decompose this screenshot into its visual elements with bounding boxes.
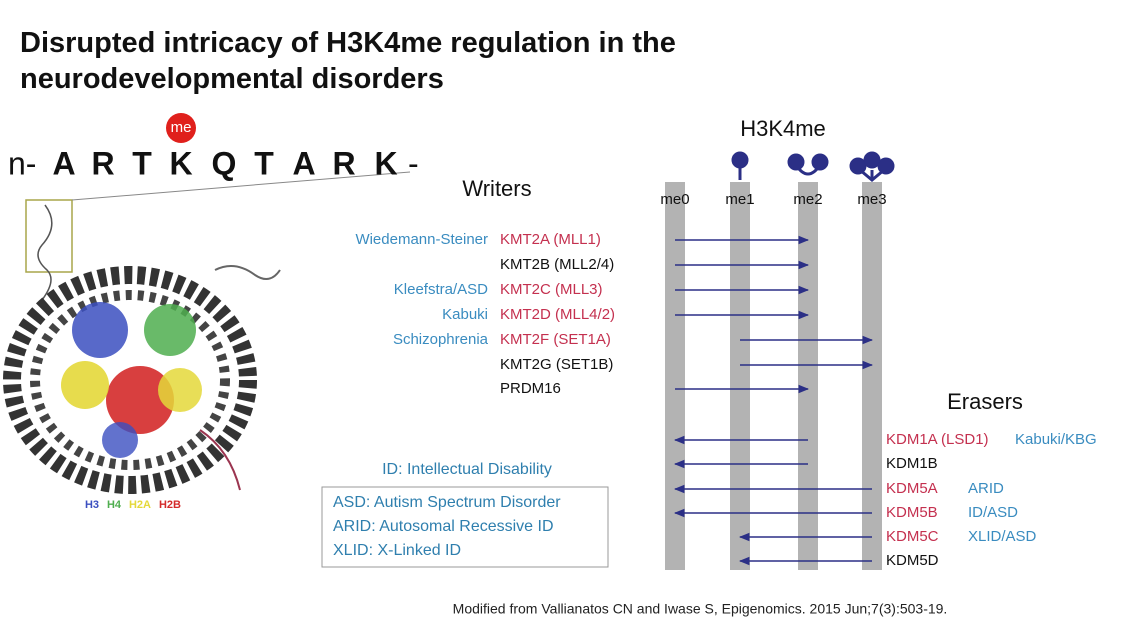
sequence-suffix: - <box>408 145 419 181</box>
erasers-heading: Erasers <box>947 389 1023 414</box>
writer-gene: KMT2F (SET1A) <box>500 331 611 348</box>
abbreviation: XLID: X-Linked ID <box>333 542 461 559</box>
abbreviation: ASD: Autism Spectrum Disorder <box>333 494 561 511</box>
residue: T <box>132 145 152 181</box>
state-label: me1 <box>725 191 754 208</box>
residue: R <box>91 145 114 181</box>
methyl-icons <box>731 151 895 182</box>
title-line: Disrupted intricacy of H3K4me regulation… <box>20 27 676 59</box>
writer-disorder: Kabuki <box>442 306 488 323</box>
histone-label: H2B <box>159 499 181 511</box>
abbreviation-box <box>321 486 609 568</box>
eraser-disorder: ARID <box>968 480 1004 497</box>
writer-gene: PRDM16 <box>500 380 561 397</box>
state-label: me3 <box>857 191 886 208</box>
writer-gene: KMT2G (SET1B) <box>500 356 613 373</box>
eraser-gene: KDM5C <box>886 528 939 545</box>
residue: K <box>169 145 192 181</box>
state-column <box>665 182 685 570</box>
eraser-disorder: Kabuki/KBG <box>1015 431 1097 448</box>
citation: Modified from Vallianatos CN and Iwase S… <box>453 601 948 617</box>
abbreviation-heading: ID: Intellectual Disability <box>382 461 552 478</box>
panel-title: H3K4me <box>740 116 826 141</box>
writer-disorder: Schizophrenia <box>393 331 489 348</box>
eraser-gene: KDM5D <box>886 552 939 569</box>
writers-heading: Writers <box>462 176 531 201</box>
state-column <box>798 182 818 570</box>
histone-label: H2A <box>129 499 151 511</box>
eraser-gene: KDM5A <box>886 480 938 497</box>
writer-disorder: Wiedemann-Steiner <box>355 231 488 248</box>
writer-gene: KMT2C (MLL3) <box>500 281 603 298</box>
state-column <box>862 182 882 570</box>
state-label: me0 <box>660 191 689 208</box>
eraser-gene: KDM1B <box>886 455 938 472</box>
residue: A <box>292 145 315 181</box>
state-label: me2 <box>793 191 822 208</box>
eraser-disorder: ID/ASD <box>968 504 1018 521</box>
eraser-disorder: XLID/ASD <box>968 528 1037 545</box>
histone-label: H3 <box>85 499 99 511</box>
writer-disorder: Kleefstra/ASD <box>394 281 488 298</box>
writer-gene: KMT2B (MLL2/4) <box>500 256 614 273</box>
residue: K <box>374 145 397 181</box>
residue: A <box>52 145 75 181</box>
residue: Q <box>212 145 237 181</box>
nucleosome-illustration <box>3 171 411 494</box>
sequence-prefix: n- <box>8 145 36 181</box>
methyl-label: me <box>171 119 192 136</box>
state-column <box>730 182 750 570</box>
writer-gene: KMT2A (MLL1) <box>500 231 601 248</box>
residue: R <box>332 145 355 181</box>
title-line: neurodevelopmental disorders <box>20 63 444 95</box>
writer-gene: KMT2D (MLL4/2) <box>500 306 615 323</box>
abbreviation: ARID: Autosomal Recessive ID <box>333 518 554 535</box>
eraser-gene: KDM1A (LSD1) <box>886 431 989 448</box>
histone-label: H4 <box>107 499 122 511</box>
residue: T <box>254 145 274 181</box>
eraser-gene: KDM5B <box>886 504 938 521</box>
methyl-badge <box>166 113 196 143</box>
